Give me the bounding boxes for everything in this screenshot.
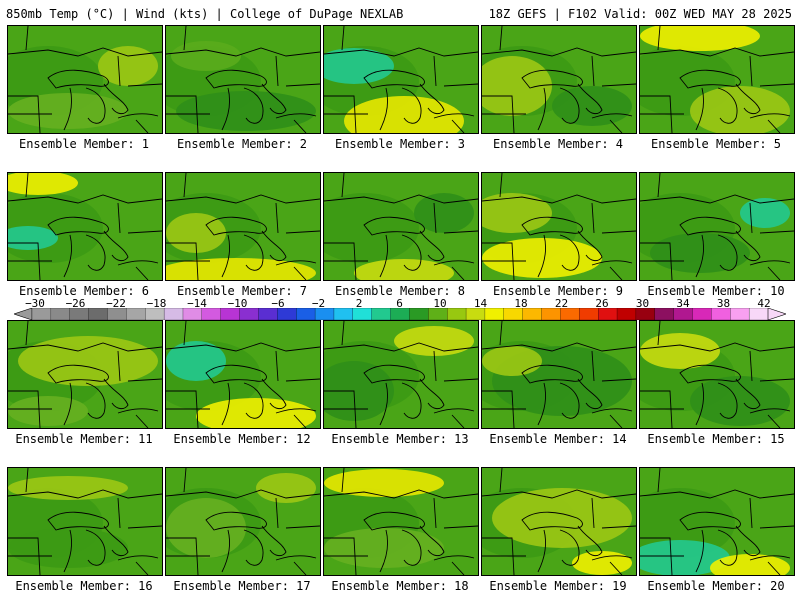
- colorbar-tick: 38: [716, 297, 731, 310]
- ensemble-map-7: [165, 172, 321, 281]
- ensemble-map-3: [323, 25, 479, 134]
- ensemble-member-label: Ensemble Member: 4: [492, 137, 624, 151]
- colorbar-tick: 6: [396, 297, 403, 310]
- ensemble-member-label: Ensemble Member: 14: [489, 432, 627, 446]
- ensemble-member-label: Ensemble Member: 6: [18, 284, 150, 298]
- colorbar-tick: 2: [355, 297, 363, 310]
- colorbar-tick: 34: [676, 297, 690, 310]
- ensemble-member-label: Ensemble Member: 20: [647, 579, 785, 593]
- ensemble-map-6: [7, 172, 163, 281]
- colorbar-tick: 14: [473, 297, 488, 310]
- colorbar-tick: 18: [514, 297, 528, 310]
- ensemble-member-label: Ensemble Member: 3: [334, 137, 466, 151]
- ensemble-member-label: Ensemble Member: 7: [176, 284, 308, 298]
- ensemble-map-15: [639, 320, 795, 429]
- ensemble-member-label: Ensemble Member: 15: [647, 432, 785, 446]
- ensemble-member-label: Ensemble Member: 19: [489, 579, 627, 593]
- ensemble-map-18: [323, 467, 479, 576]
- ensemble-map-12: [165, 320, 321, 429]
- ensemble-member-label: Ensemble Member: 16: [15, 579, 153, 593]
- colorbar-tick: −10: [227, 297, 248, 310]
- colorbar-tick: −6: [271, 297, 285, 310]
- ensemble-map-10: [639, 172, 795, 281]
- ensemble-map-5: [639, 25, 795, 134]
- ensemble-map-1: [7, 25, 163, 134]
- colorbar-tick: 26: [595, 297, 609, 310]
- ensemble-map-17: [165, 467, 321, 576]
- colorbar-tick: −22: [106, 297, 126, 310]
- ensemble-member-label: Ensemble Member: 5: [650, 137, 782, 151]
- ensemble-member-label: Ensemble Member: 9: [492, 284, 624, 298]
- ensemble-member-label: Ensemble Member: 8: [334, 284, 466, 298]
- ensemble-member-label: Ensemble Member: 18: [331, 579, 469, 593]
- ensemble-member-label: Ensemble Member: 17: [173, 579, 311, 593]
- ensemble-member-label: Ensemble Member: 10: [647, 284, 785, 298]
- colorbar-tick: −26: [65, 297, 86, 310]
- colorbar-tick: 22: [554, 297, 569, 310]
- ensemble-map-14: [481, 320, 637, 429]
- colorbar-tick: 10: [433, 297, 447, 310]
- ensemble-member-label: Ensemble Member: 12: [173, 432, 311, 446]
- ensemble-map-2: [165, 25, 321, 134]
- ensemble-map-20: [639, 467, 795, 576]
- colorbar-tick: −18: [146, 297, 167, 310]
- ensemble-map-4: [481, 25, 637, 134]
- colorbar-tick: −14: [187, 297, 207, 310]
- ensemble-member-label: Ensemble Member: 1: [18, 137, 150, 151]
- ensemble-map-8: [323, 172, 479, 281]
- colorbar-tick: 42: [757, 297, 771, 310]
- ensemble-map-11: [7, 320, 163, 429]
- ensemble-member-label: Ensemble Member: 11: [15, 432, 153, 446]
- temperature-colorbar: [14, 308, 786, 320]
- ensemble-map-19: [481, 467, 637, 576]
- ensemble-map-9: [481, 172, 637, 281]
- ensemble-member-label: Ensemble Member: 2: [176, 137, 308, 151]
- colorbar-tick: 30: [635, 297, 650, 310]
- colorbar-tick: −30: [25, 297, 45, 310]
- ensemble-map-13: [323, 320, 479, 429]
- chart-title: 850mb Temp (°C) | Wind (kts) | College o…: [6, 7, 404, 21]
- ensemble-map-16: [7, 467, 163, 576]
- colorbar-tick: −2: [311, 297, 326, 310]
- ensemble-member-label: Ensemble Member: 13: [331, 432, 469, 446]
- valid-time-label: 18Z GEFS | F102 Valid: 00Z WED MAY 28 20…: [488, 7, 792, 21]
